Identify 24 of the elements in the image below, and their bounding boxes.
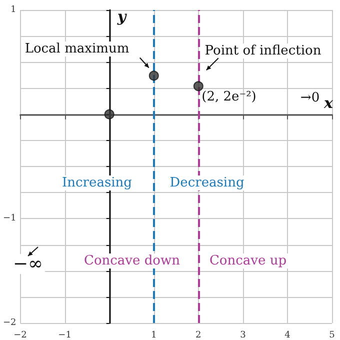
annotation: →0 <box>300 90 320 106</box>
point <box>104 109 114 120</box>
x-tick-label: 3 <box>240 330 246 340</box>
annotation: Decreasing <box>170 176 244 190</box>
x-tick-label: −2 <box>14 330 27 340</box>
annotation: Concave down <box>84 254 181 268</box>
x-tick-label: 1 <box>151 330 157 340</box>
annotation: Point of inflection <box>204 44 322 58</box>
y-tick-label: −2 <box>2 318 16 328</box>
y-tick-label: 1 <box>10 5 16 15</box>
annotation: −∞ <box>12 254 44 274</box>
point <box>148 70 159 81</box>
x-tick-label: 5 <box>329 330 336 340</box>
point <box>193 81 204 92</box>
annotation: Concave up <box>209 254 287 268</box>
annotation: Local maximum <box>24 42 130 56</box>
annotation: Increasing <box>62 176 132 190</box>
x-axis-title: x <box>323 94 334 112</box>
y-tick-label: −1 <box>2 214 16 224</box>
y-axis-title: y <box>116 8 128 26</box>
annotation: (2, 2e⁻²) <box>202 90 256 104</box>
x-tick-label: 4 <box>284 330 291 340</box>
x-tick-label: −1 <box>58 330 72 340</box>
x-tick-label: 2 <box>196 330 202 340</box>
